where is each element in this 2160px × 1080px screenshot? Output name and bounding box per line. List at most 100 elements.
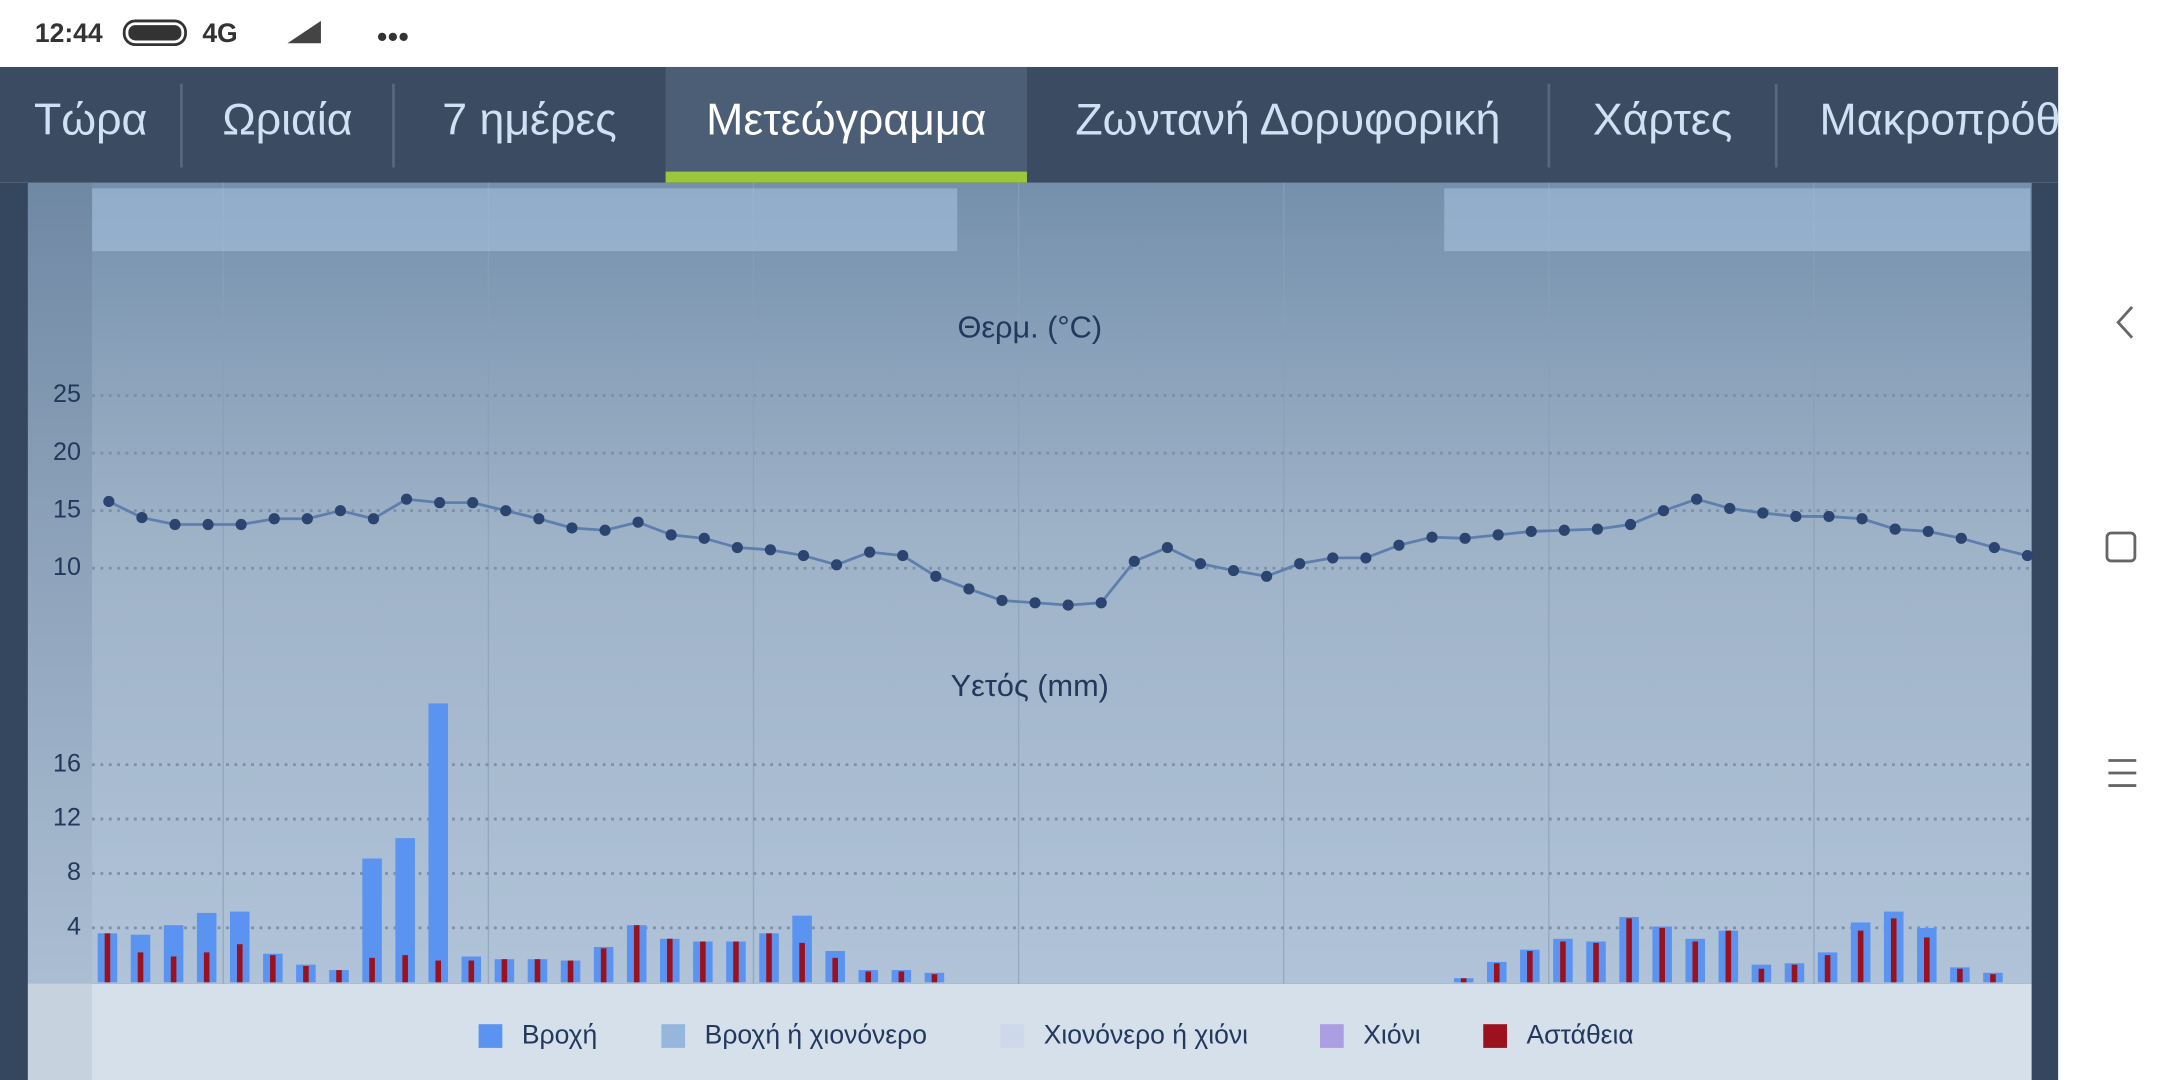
precip-bar — [270, 955, 276, 983]
chart-title: Υετός (mm) — [951, 668, 1109, 703]
temperature-point — [1194, 558, 1207, 570]
temperature-point — [665, 529, 677, 541]
legend-swatch — [1483, 1024, 1507, 1048]
temperature-point — [500, 505, 512, 517]
precip-bar — [733, 941, 739, 983]
temperature-point — [1095, 597, 1107, 609]
temperature-point — [864, 546, 876, 558]
temperature-point — [1988, 541, 2000, 554]
precip-bar — [163, 925, 184, 983]
legend-label: Αστάθεια — [1527, 1020, 1634, 1050]
precip-bar — [1824, 955, 1831, 983]
temperature-point — [1062, 599, 1074, 611]
axis-strip — [27, 182, 93, 984]
temperature-point — [1922, 525, 1934, 537]
temperature-point — [897, 550, 909, 562]
tab[interactable]: Τώρα — [34, 96, 147, 145]
temperature-point — [1823, 510, 1835, 523]
precip-bar — [1890, 918, 1897, 983]
nav-home[interactable] — [2105, 531, 2137, 563]
tab[interactable]: Μετεώγραμμα — [706, 96, 986, 145]
temperature-point — [301, 513, 313, 525]
precip-bar — [832, 957, 838, 983]
tab-active-bg — [665, 66, 1027, 183]
tab[interactable]: 7 ημέρες — [442, 96, 617, 145]
precip-bar — [395, 838, 415, 983]
temperature-point — [1889, 523, 1901, 535]
tab[interactable]: Χάρτες — [1593, 96, 1732, 145]
tabs: Τώρα Ωριαία 7 ημέρες Μετεώγραμμα Ζωντανή Δορ… — [34, 66, 2061, 183]
nav-back[interactable] — [2116, 306, 2134, 339]
temperature-point — [103, 495, 115, 508]
temperature-point — [1691, 493, 1703, 505]
y-tick-label: 20 — [53, 438, 81, 466]
legend-swatch — [478, 1024, 503, 1048]
tab[interactable]: Ωριαία — [222, 96, 352, 145]
temperature-point — [1856, 513, 1868, 525]
precip-bar — [1924, 937, 1930, 983]
legend-label: Βροχή — [522, 1020, 597, 1050]
precip-bar — [236, 944, 243, 983]
charts: Θερμ. (°C) 10 15 20 25 Υετός (mm) 4 8 12 16 Βροχή Β… — [53, 309, 2034, 1050]
tab[interactable]: Μακροπρόθ — [1820, 96, 2061, 145]
temperature-point — [1757, 507, 1769, 519]
precip-bar — [667, 938, 673, 983]
nav-menu[interactable] — [2108, 759, 2137, 787]
precip-bar — [1957, 968, 1963, 983]
precip-bar — [196, 912, 217, 983]
chart-area — [27, 182, 2032, 984]
precip-bar — [369, 957, 375, 983]
status-bar — [0, 0, 2059, 67]
temperature-point — [698, 532, 710, 544]
temperature-point — [202, 518, 214, 531]
temperature-point — [1724, 502, 1736, 514]
status-network: 4G — [202, 18, 237, 48]
temperature-point — [797, 550, 810, 562]
temperature-point — [632, 516, 644, 528]
precip-bar — [1527, 951, 1533, 983]
y-tick-label: 8 — [67, 858, 81, 886]
precip-bar — [1593, 942, 1599, 983]
chart-title: Θερμ. (°C) — [957, 309, 1102, 344]
precip-bar — [865, 971, 872, 983]
legend-label: Χιονόνερο ή χιόνι — [1044, 1020, 1248, 1050]
legend-swatch — [661, 1024, 686, 1048]
precip-bar — [501, 959, 508, 983]
legend-swatch — [1320, 1024, 1344, 1048]
tab-indicator — [665, 171, 1027, 183]
precip-bar — [1493, 963, 1500, 983]
precip-bar — [428, 703, 449, 983]
temperature-point — [1393, 539, 1405, 551]
temperature-point — [268, 513, 280, 525]
precip-bar — [799, 942, 805, 983]
temperature-point — [136, 512, 148, 524]
y-tick-label: 15 — [53, 495, 81, 523]
temperature-point — [467, 497, 479, 509]
temperature-point — [1624, 518, 1637, 531]
temperature-point — [731, 541, 743, 554]
temperature-point — [1790, 510, 1802, 523]
temperature-point — [1128, 555, 1140, 567]
tab[interactable]: Ζωντανή Δορυφορική — [1075, 96, 1500, 145]
precip-bar — [468, 960, 475, 983]
temperature-point — [930, 570, 942, 582]
more-icon: ••• — [377, 19, 409, 54]
precip-bar — [1758, 968, 1765, 983]
temperature-point — [1955, 532, 1967, 544]
temperature-point — [434, 497, 446, 509]
temperature-point — [1492, 529, 1504, 541]
day-dividers — [222, 182, 1815, 984]
precip-bar — [1791, 964, 1798, 983]
nav-bar — [2058, 0, 2160, 1080]
temperature-point — [1426, 531, 1438, 543]
temperature-point — [1227, 564, 1240, 577]
tab-bar — [0, 66, 2059, 183]
precip-bar — [600, 948, 607, 983]
temperature-point — [1294, 558, 1306, 570]
precip-bar — [766, 933, 772, 983]
precip-bar — [1725, 930, 1732, 983]
rain-texture — [92, 188, 2031, 252]
temperature-point — [1161, 541, 1173, 554]
legend-label: Χιόνι — [1363, 1020, 1421, 1050]
